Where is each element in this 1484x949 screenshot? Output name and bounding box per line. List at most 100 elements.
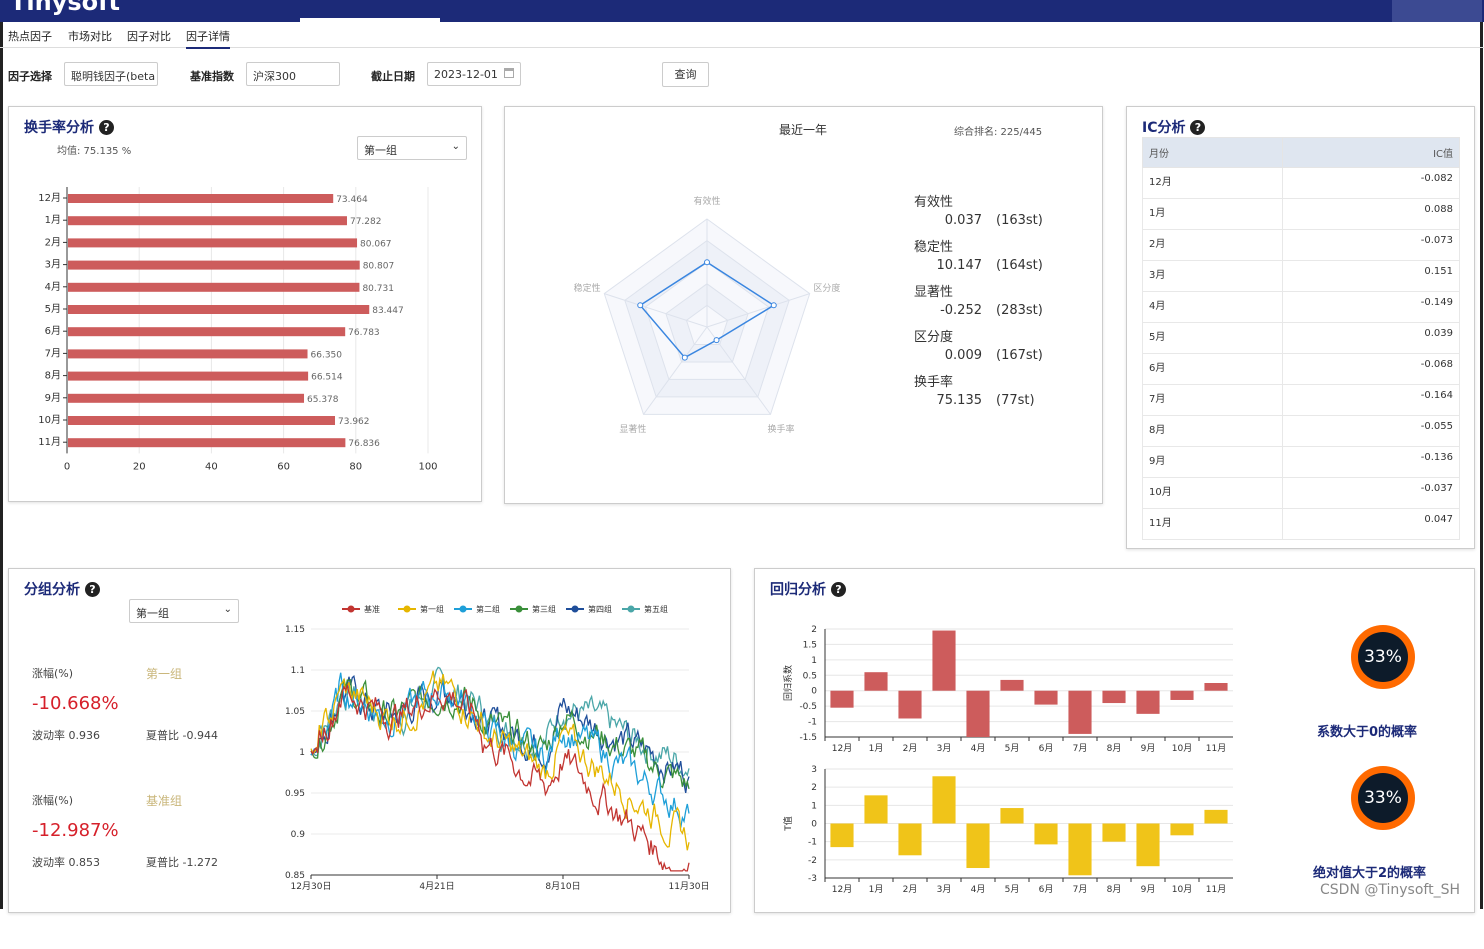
turnover-bar	[68, 438, 346, 448]
user-avatar[interactable]	[1392, 0, 1482, 22]
x-tick-label: 80	[349, 461, 362, 472]
prob-positive-label: 系数大于0的概率	[1317, 725, 1418, 740]
radar-axis-label: 换手率	[768, 423, 795, 435]
regression-bar	[830, 690, 854, 708]
help-icon[interactable]: ?	[99, 120, 114, 135]
query-button[interactable]: 查询	[662, 62, 709, 87]
group-panel: 分组分析? 第一组 ⌄ 涨幅(%) 第一组 -10.668% 波动率 0.936…	[8, 568, 731, 913]
radar-metric-value: -0.252	[940, 303, 982, 318]
x-tick-label: 1月	[869, 743, 884, 754]
y-tick-label: 0	[811, 687, 817, 697]
g1-rise-label: 涨幅(%)	[32, 667, 74, 680]
bar-value-label: 73.464	[336, 195, 368, 205]
y-tick-label: 6月	[45, 325, 61, 337]
ic-value-cell: -0.082	[1281, 167, 1461, 199]
x-tick-label: 3月	[937, 884, 952, 895]
ic-value-cell: -0.073	[1281, 229, 1461, 261]
ic-table: 月份 IC值 12月 -0.082 1月 0.088 2月 -0.073 3月 0.151 4月…	[1142, 137, 1461, 540]
turnover-bar	[68, 260, 360, 270]
y-tick-label: 2月	[45, 236, 61, 248]
radar-metric-value: 0.009	[944, 348, 982, 363]
bar-value-label: 76.836	[348, 439, 380, 449]
top-nav-indicator	[300, 18, 440, 22]
ic-month-cell: 7月	[1142, 384, 1283, 416]
regression-bar	[864, 795, 888, 824]
group-select[interactable]: 第一组 ⌄	[129, 599, 239, 623]
bar-value-label: 80.731	[362, 284, 394, 294]
legend-label: 第五组	[644, 604, 668, 614]
tab-factor-compare[interactable]: 因子对比	[127, 30, 171, 43]
x-tick-label: 11月	[1206, 743, 1226, 754]
x-tick-label: 2月	[903, 743, 918, 754]
table-row: 2月 -0.073	[1142, 229, 1461, 261]
radar-metric-value: 0.037	[944, 213, 982, 228]
bar-value-label: 83.447	[372, 306, 404, 316]
radar-series	[639, 261, 776, 359]
group-title: 分组分析?	[24, 579, 100, 599]
x-tick-label: 100	[418, 461, 437, 472]
chevron-down-icon: ⌄	[223, 604, 232, 615]
legend-marker	[627, 605, 635, 613]
help-icon[interactable]: ?	[831, 582, 846, 597]
ic-month-cell: 12月	[1142, 167, 1283, 199]
prob-abs-label: 绝对值大于2的概率	[1313, 866, 1427, 881]
y-tick-label: 1.5	[803, 640, 817, 650]
y-tick-label: 1.05	[285, 707, 305, 717]
y-tick-label: 1	[811, 656, 817, 666]
tab-hot-factors[interactable]: 热点因子	[8, 30, 52, 43]
radar-spoke	[643, 326, 708, 415]
group-select-value: 第一组	[136, 607, 169, 620]
tab-factor-detail[interactable]: 因子详情	[186, 28, 230, 49]
ic-value-cell: -0.136	[1281, 446, 1461, 478]
ic-panel: IC分析? 月份 IC值 12月 -0.082 1月 0.088 2月 -0.073 3月 0…	[1126, 106, 1475, 549]
legend-marker	[515, 605, 523, 613]
y-tick-label: 8月	[45, 370, 61, 382]
factor-label: 因子选择	[8, 70, 52, 83]
radar-metric-label: 稳定性	[914, 240, 954, 255]
turnover-bar	[68, 416, 336, 425]
g2-rise-label: 涨幅(%)	[32, 794, 74, 807]
ic-month-cell: 10月	[1142, 477, 1283, 509]
x-tick-label: 4月21日	[419, 881, 454, 891]
y-tick-label: 0.95	[285, 789, 305, 799]
turnover-group-select[interactable]: 第一组 ⌄	[357, 136, 467, 160]
turnover-bar	[68, 238, 358, 248]
top-bar: Tinysoft	[0, 0, 1484, 22]
x-tick-label: 10月	[1172, 743, 1192, 754]
regression-bar	[1136, 823, 1160, 867]
factor-select[interactable]: 聪明钱因子(beta	[64, 62, 158, 86]
turnover-bar	[68, 327, 346, 337]
prob-positive-value: 33%	[1358, 632, 1408, 682]
radar-axis-label: 有效性	[693, 195, 720, 207]
table-row: 3月 0.151	[1142, 260, 1461, 292]
x-tick-label: 1月	[869, 884, 884, 895]
regression-bar	[864, 672, 888, 691]
x-tick-label: 5月	[1005, 743, 1020, 754]
radar-metric-rank: (167st)	[996, 348, 1043, 363]
x-tick-label: 0	[64, 461, 70, 472]
y-tick-label: 5月	[45, 303, 61, 315]
tab-market-compare[interactable]: 市场对比	[68, 30, 112, 43]
y-tick-label: 10月	[38, 414, 61, 426]
table-row: 9月 -0.136	[1142, 446, 1461, 478]
x-tick-label: 12月30日	[291, 881, 332, 891]
y-tick-label: 9月	[45, 392, 61, 404]
legend-label: 第二组	[476, 604, 500, 614]
y-tick-label: -1	[808, 838, 817, 848]
window-border-left	[0, 22, 3, 909]
g1-sharpe: 夏普比 -0.944	[146, 729, 218, 742]
radar-panel: 最近一年 综合排名: 225/445 有效性 区分度 换手率 显著性 稳定性 有效性 0.…	[504, 106, 1103, 504]
y-axis-label: 回归系数	[782, 665, 794, 701]
regression-bar	[932, 630, 956, 691]
x-tick-label: 6月	[1039, 743, 1054, 754]
help-icon[interactable]: ?	[1190, 120, 1206, 135]
help-icon[interactable]: ?	[85, 582, 100, 597]
x-tick-label: 11月	[1206, 884, 1226, 895]
index-select[interactable]: 沪深300	[246, 62, 340, 86]
legend-marker	[571, 605, 579, 613]
radar-metric-rank: (164st)	[996, 258, 1043, 273]
app-logo: Tinysoft	[10, 0, 121, 16]
date-picker[interactable]: 2023-12-01	[427, 62, 521, 86]
ic-month-cell: 5月	[1142, 322, 1283, 354]
